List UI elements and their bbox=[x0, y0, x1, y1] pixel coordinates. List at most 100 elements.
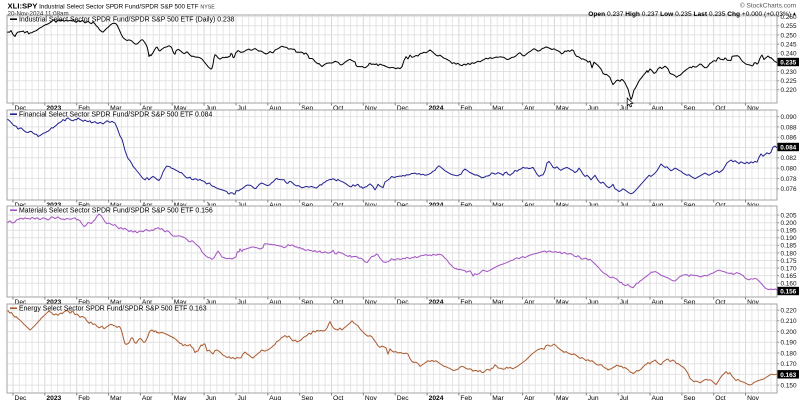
svg-text:Sep: Sep bbox=[301, 395, 313, 400]
svg-text:Dec: Dec bbox=[397, 299, 410, 306]
svg-text:0.163: 0.163 bbox=[780, 372, 796, 379]
svg-text:Nov: Nov bbox=[747, 395, 760, 400]
svg-text:Jul: Jul bbox=[238, 395, 247, 400]
svg-text:2024: 2024 bbox=[429, 299, 444, 306]
svg-text:Mar: Mar bbox=[110, 202, 122, 209]
svg-text:Jun: Jun bbox=[206, 395, 217, 400]
svg-text:Dec: Dec bbox=[15, 299, 28, 306]
svg-text:Feb: Feb bbox=[78, 299, 90, 306]
svg-text:Mar: Mar bbox=[492, 395, 504, 400]
svg-text:Mar: Mar bbox=[110, 395, 122, 400]
svg-text:0.225: 0.225 bbox=[781, 78, 797, 85]
svg-text:Jul: Jul bbox=[238, 105, 247, 112]
svg-text:0.250: 0.250 bbox=[781, 32, 797, 39]
svg-text:Sep: Sep bbox=[683, 105, 695, 112]
svg-text:Mar: Mar bbox=[492, 299, 504, 306]
svg-text:Feb: Feb bbox=[460, 105, 472, 112]
svg-text:2024: 2024 bbox=[429, 105, 444, 112]
svg-text:Feb: Feb bbox=[78, 105, 90, 112]
svg-text:0.235: 0.235 bbox=[780, 60, 796, 67]
svg-text:Aug: Aug bbox=[652, 395, 664, 400]
svg-text:Open 0.237 High 0.237 Low 0.23: Open 0.237 High 0.237 Low 0.235 Last 0.2… bbox=[588, 11, 791, 18]
svg-text:0.086: 0.086 bbox=[781, 135, 797, 142]
svg-text:Jun: Jun bbox=[206, 202, 217, 209]
svg-text:Feb: Feb bbox=[460, 202, 472, 209]
svg-text:Oct: Oct bbox=[715, 105, 726, 112]
svg-text:0.156: 0.156 bbox=[780, 289, 796, 296]
svg-text:0.175: 0.175 bbox=[781, 258, 797, 265]
svg-text:May: May bbox=[174, 202, 187, 209]
svg-text:Jul: Jul bbox=[620, 105, 629, 112]
svg-text:Jun: Jun bbox=[588, 395, 599, 400]
svg-text:Jun: Jun bbox=[588, 105, 599, 112]
svg-text:Nov: Nov bbox=[365, 202, 378, 209]
svg-text:0.200: 0.200 bbox=[781, 329, 797, 336]
svg-text:Jul: Jul bbox=[238, 202, 247, 209]
svg-text:Apr: Apr bbox=[524, 395, 535, 400]
svg-text:Feb: Feb bbox=[460, 299, 472, 306]
svg-text:20-Nov-2024 11:08am: 20-Nov-2024 11:08am bbox=[8, 11, 69, 18]
svg-text:Dec: Dec bbox=[397, 105, 410, 112]
svg-text:Aug: Aug bbox=[652, 105, 664, 112]
svg-text:Aug: Aug bbox=[269, 395, 281, 400]
svg-text:Jun: Jun bbox=[206, 299, 217, 306]
svg-text:Mar: Mar bbox=[492, 202, 504, 209]
svg-text:0.240: 0.240 bbox=[781, 51, 797, 58]
svg-text:Mar: Mar bbox=[492, 105, 504, 112]
svg-text:Oct: Oct bbox=[715, 202, 726, 209]
svg-text:Apr: Apr bbox=[524, 299, 535, 306]
svg-text:2023: 2023 bbox=[46, 105, 61, 112]
svg-text:Oct: Oct bbox=[715, 395, 726, 400]
svg-text:Industrial Select Sector SPDR: Industrial Select Sector SPDR Fund/SPDR … bbox=[19, 17, 235, 24]
svg-text:Sep: Sep bbox=[683, 202, 695, 209]
svg-text:Sep: Sep bbox=[683, 395, 695, 400]
svg-text:Apr: Apr bbox=[142, 299, 153, 306]
svg-text:Oct: Oct bbox=[333, 395, 344, 400]
svg-text:Aug: Aug bbox=[269, 299, 281, 306]
svg-text:Financial Select Sector SPDR F: Financial Select Sector SPDR Fund/SPDR S… bbox=[19, 112, 212, 119]
svg-text:Dec: Dec bbox=[15, 395, 28, 400]
svg-text:Sep: Sep bbox=[301, 202, 313, 209]
svg-text:0.210: 0.210 bbox=[781, 318, 797, 325]
svg-text:0.150: 0.150 bbox=[781, 383, 797, 390]
svg-text:Aug: Aug bbox=[269, 202, 281, 209]
svg-text:Apr: Apr bbox=[524, 202, 535, 209]
svg-text:0.090: 0.090 bbox=[781, 114, 797, 121]
svg-text:Jul: Jul bbox=[238, 299, 247, 306]
svg-text:Apr: Apr bbox=[142, 395, 153, 400]
svg-text:0.076: 0.076 bbox=[781, 186, 797, 193]
svg-text:XLI:SPY Industrial Select Sect: XLI:SPY Industrial Select Sector SPDR Fu… bbox=[8, 2, 216, 11]
svg-text:Sep: Sep bbox=[683, 299, 695, 306]
svg-text:0.170: 0.170 bbox=[781, 265, 797, 272]
svg-text:Nov: Nov bbox=[747, 299, 760, 306]
svg-text:0.160: 0.160 bbox=[781, 281, 797, 288]
svg-text:0.082: 0.082 bbox=[781, 155, 797, 162]
svg-text:0.078: 0.078 bbox=[781, 176, 797, 183]
svg-text:0.205: 0.205 bbox=[781, 213, 797, 220]
svg-text:Mar: Mar bbox=[110, 105, 122, 112]
svg-text:2023: 2023 bbox=[46, 395, 61, 400]
svg-text:Oct: Oct bbox=[715, 299, 726, 306]
svg-text:Aug: Aug bbox=[652, 202, 664, 209]
svg-text:0.220: 0.220 bbox=[781, 87, 797, 94]
svg-text:Dec: Dec bbox=[397, 395, 410, 400]
svg-text:Energy Select Sector SPDR Fund: Energy Select Sector SPDR Fund/SPDR S&P … bbox=[19, 306, 207, 313]
svg-text:0.170: 0.170 bbox=[781, 361, 797, 368]
svg-text:Aug: Aug bbox=[652, 299, 664, 306]
svg-text:Jul: Jul bbox=[620, 299, 629, 306]
svg-text:Jul: Jul bbox=[620, 395, 629, 400]
svg-text:Dec: Dec bbox=[15, 202, 28, 209]
svg-text:Dec: Dec bbox=[15, 105, 28, 112]
svg-text:Materials Select Sector SPDR F: Materials Select Sector SPDR Fund/SPDR S… bbox=[19, 208, 213, 215]
svg-text:0.180: 0.180 bbox=[781, 250, 797, 257]
svg-text:0.165: 0.165 bbox=[781, 273, 797, 280]
svg-text:Mar: Mar bbox=[110, 299, 122, 306]
svg-text:0.185: 0.185 bbox=[781, 243, 797, 250]
svg-text:0.195: 0.195 bbox=[781, 228, 797, 235]
svg-text:2023: 2023 bbox=[46, 202, 61, 209]
svg-text:Apr: Apr bbox=[142, 105, 153, 112]
svg-text:Jun: Jun bbox=[588, 202, 599, 209]
svg-text:© StockCharts.com: © StockCharts.com bbox=[740, 2, 796, 10]
svg-text:May: May bbox=[556, 105, 569, 112]
svg-text:Dec: Dec bbox=[397, 202, 410, 209]
